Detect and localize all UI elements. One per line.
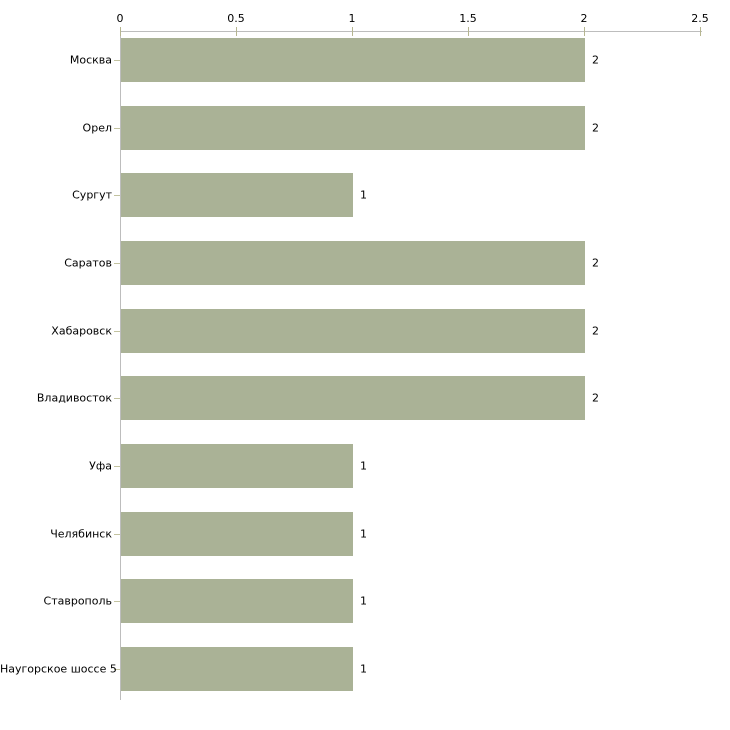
bar xyxy=(121,646,353,691)
bar-value: 1 xyxy=(360,662,367,676)
x-tick-mark xyxy=(120,27,121,36)
y-tick-mark xyxy=(114,466,120,467)
bar-label: Саратов xyxy=(64,256,112,270)
y-tick-mark xyxy=(114,398,120,399)
y-tick-mark xyxy=(114,195,120,196)
bar-value: 2 xyxy=(592,121,599,135)
y-tick-mark xyxy=(114,331,120,332)
x-tick-mark xyxy=(700,27,701,36)
bar xyxy=(121,240,585,285)
x-tick-mark xyxy=(468,27,469,36)
bar xyxy=(121,308,585,353)
bar xyxy=(121,443,353,488)
y-tick-mark xyxy=(114,263,120,264)
y-tick-mark xyxy=(114,601,120,602)
y-tick-mark xyxy=(114,669,120,670)
x-tick-mark xyxy=(352,27,353,36)
x-tick-mark xyxy=(236,27,237,36)
x-tick-label: 2 xyxy=(580,12,588,25)
bar-label: Челябинск xyxy=(50,527,112,541)
bar-label: Москва xyxy=(69,53,112,67)
bar-label: Ставрополь xyxy=(43,594,112,608)
bar-value: 1 xyxy=(360,188,367,202)
x-tick-label: 2.5 xyxy=(691,12,709,25)
x-tick-label: 0 xyxy=(116,12,124,25)
bar xyxy=(121,511,353,556)
bar-value: 2 xyxy=(592,391,599,405)
bar-value: 2 xyxy=(592,256,599,270)
bar-label: Владивосток xyxy=(36,391,112,405)
bar-label: Хабаровск xyxy=(51,324,112,338)
bar-label: Сургут xyxy=(72,188,112,202)
bar-label: Уфа xyxy=(89,459,112,473)
bar xyxy=(121,376,585,421)
bar xyxy=(121,173,353,218)
x-tick-label: 0.5 xyxy=(227,12,245,25)
x-tick-label: 1 xyxy=(348,12,356,25)
x-tick-mark xyxy=(584,27,585,36)
y-tick-mark xyxy=(114,60,120,61)
bar-value: 1 xyxy=(360,594,367,608)
y-axis xyxy=(120,31,121,700)
x-axis xyxy=(120,31,702,32)
y-tick-mark xyxy=(114,128,120,129)
bar-value: 1 xyxy=(360,459,367,473)
bar xyxy=(121,579,353,624)
bar-value: 1 xyxy=(360,527,367,541)
y-tick-mark xyxy=(114,534,120,535)
bar-label: Наугорское шоссе 5 xyxy=(0,662,117,676)
x-tick-label: 1.5 xyxy=(459,12,477,25)
bar xyxy=(121,105,585,150)
bar-value: 2 xyxy=(592,324,599,338)
bar xyxy=(121,38,585,82)
bar-label: Орел xyxy=(82,121,112,135)
bar-value: 2 xyxy=(592,53,599,67)
